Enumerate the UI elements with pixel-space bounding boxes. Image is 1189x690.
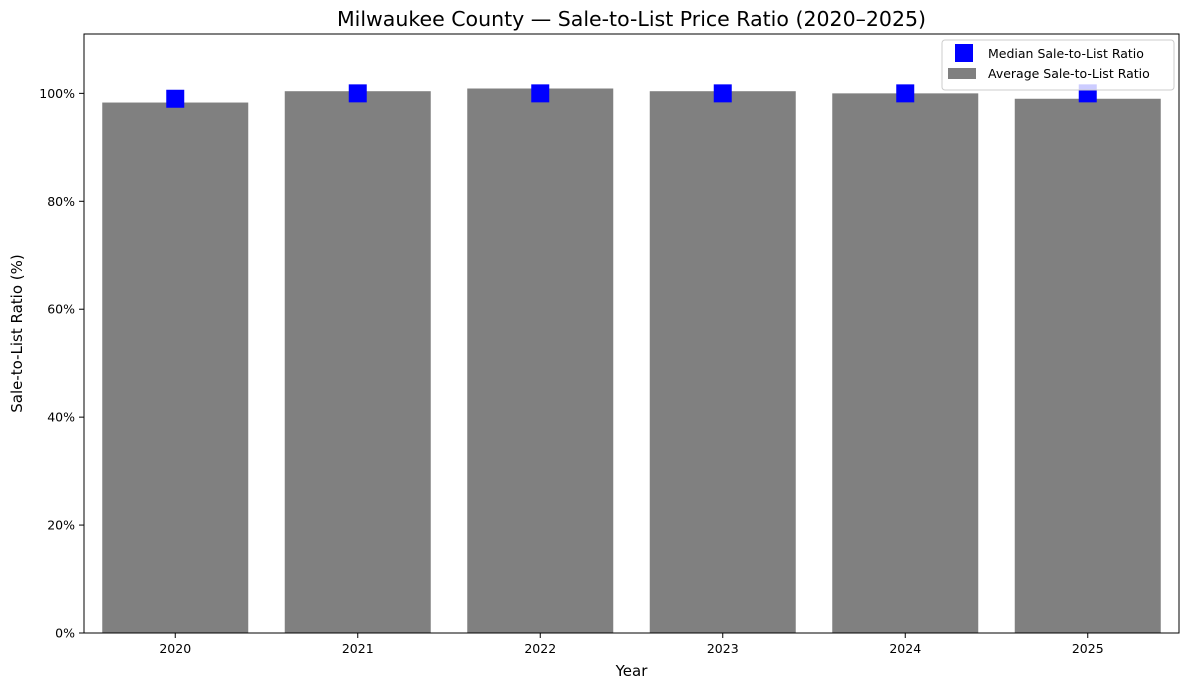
median-marker-2021 xyxy=(348,84,367,103)
x-tick-label: 2025 xyxy=(1072,641,1104,656)
x-tick-label: 2024 xyxy=(889,641,921,656)
x-axis-title: Year xyxy=(615,662,649,680)
y-tick-label: 20% xyxy=(47,518,75,533)
median-marker-2024 xyxy=(896,84,915,103)
legend: Median Sale-to-List Ratio Average Sale-t… xyxy=(941,39,1175,91)
legend-marker-median xyxy=(955,44,973,62)
bar-2024 xyxy=(832,93,979,634)
plot-frame xyxy=(83,33,1180,634)
legend-label-median: Median Sale-to-List Ratio xyxy=(988,46,1144,61)
chart-title: Milwaukee County — Sale-to-List Price Ra… xyxy=(337,7,926,31)
bar-2021 xyxy=(284,91,431,634)
legend-box xyxy=(941,39,1175,91)
bar-2020 xyxy=(102,102,249,633)
x-axis: 2020 2021 2022 2023 2024 2025 xyxy=(159,633,1104,656)
y-axis: 0% 20% 40% 60% 80% 100% xyxy=(39,86,84,641)
y-tick-label: 80% xyxy=(47,194,75,209)
y-tick-label: 60% xyxy=(47,302,75,317)
x-tick-label: 2021 xyxy=(342,641,374,656)
bar-2025 xyxy=(1014,98,1161,633)
x-tick-label: 2020 xyxy=(159,641,191,656)
legend-label-average: Average Sale-to-List Ratio xyxy=(988,66,1150,81)
y-tick-label: 100% xyxy=(39,86,75,101)
bar-2022 xyxy=(467,88,614,633)
x-tick-label: 2023 xyxy=(707,641,739,656)
bar-2023 xyxy=(649,91,796,634)
y-axis-title: Sale-to-List Ratio (%) xyxy=(8,254,26,413)
bars-group xyxy=(102,88,1161,634)
median-marker-2023 xyxy=(713,84,732,103)
y-tick-label: 0% xyxy=(55,626,75,641)
y-tick-label: 40% xyxy=(47,410,75,425)
median-marker-2020 xyxy=(166,89,185,108)
legend-swatch-average xyxy=(948,68,976,79)
x-tick-label: 2022 xyxy=(524,641,556,656)
median-marker-2022 xyxy=(531,84,550,103)
markers-group xyxy=(166,84,1097,108)
